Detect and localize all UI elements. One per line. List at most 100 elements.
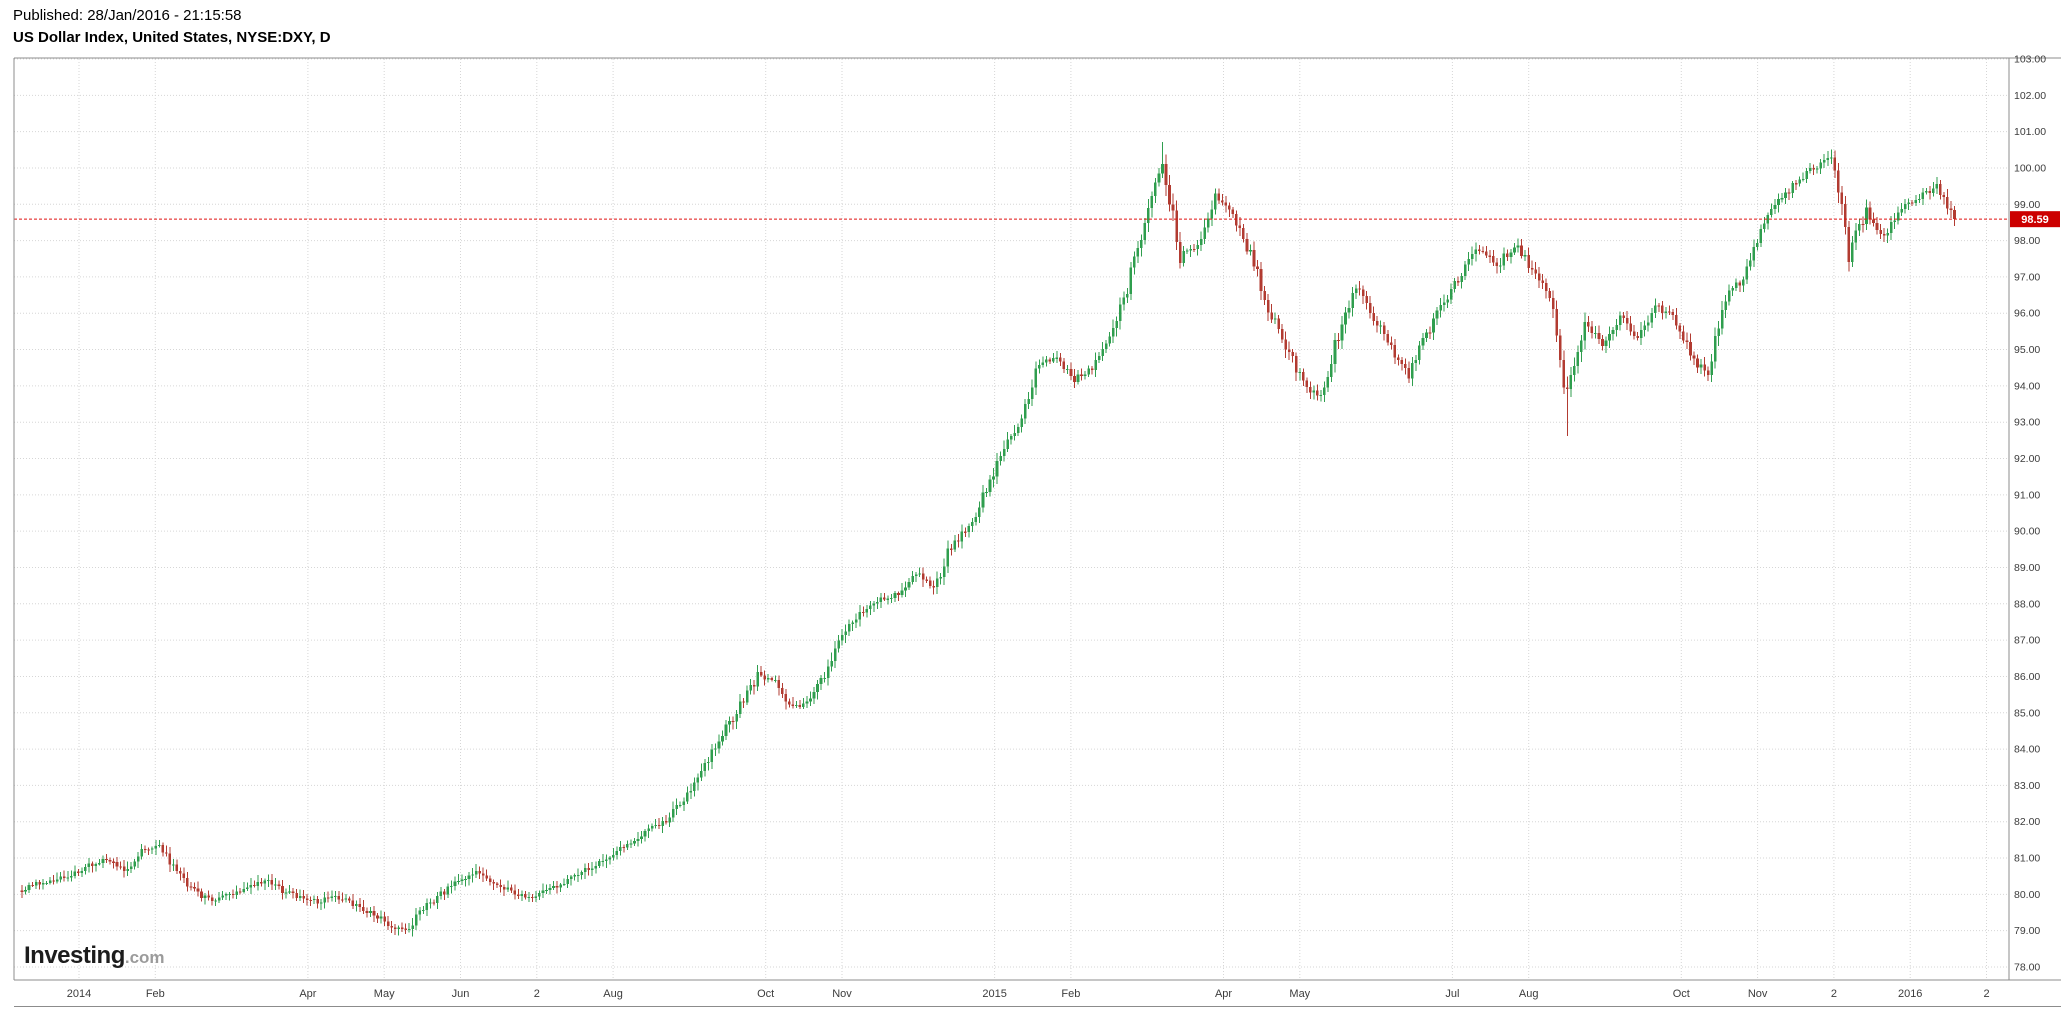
candle-body bbox=[404, 928, 407, 930]
candle-body bbox=[707, 761, 710, 763]
candle-body bbox=[1213, 193, 1217, 210]
candle-body bbox=[1185, 250, 1189, 252]
candle-body bbox=[492, 881, 495, 884]
candle-body bbox=[809, 698, 812, 702]
candle-body bbox=[1664, 311, 1668, 314]
candle-body bbox=[826, 666, 830, 679]
candle-body bbox=[587, 867, 591, 871]
price-tick-label: 101.00 bbox=[2014, 126, 2046, 138]
candle-body bbox=[256, 881, 260, 886]
candle-body bbox=[1333, 340, 1337, 364]
candle-body bbox=[238, 891, 242, 893]
candle-body bbox=[147, 849, 151, 851]
candle-body bbox=[1118, 304, 1122, 321]
price-tick-label: 84.00 bbox=[2014, 744, 2040, 756]
price-axis[interactable]: 103.00 102.00 101.00 100.00 99.00 98.00 97.00 9… bbox=[2014, 54, 2046, 974]
candle-body bbox=[1224, 202, 1228, 206]
candle-body bbox=[1361, 289, 1365, 297]
candle-body bbox=[1488, 255, 1492, 257]
candle-body bbox=[1601, 338, 1604, 346]
candle-body bbox=[1460, 275, 1463, 282]
candle-body bbox=[355, 904, 358, 907]
price-tick-label: 86.00 bbox=[2014, 671, 2040, 683]
candle-body bbox=[1059, 357, 1062, 362]
candle-body bbox=[756, 671, 759, 687]
candle-body bbox=[590, 868, 594, 871]
candle-body bbox=[1192, 249, 1196, 251]
candle-body bbox=[795, 704, 798, 706]
candle-body bbox=[467, 875, 471, 880]
candle-body bbox=[921, 573, 925, 580]
candle-body bbox=[559, 884, 562, 888]
candle-body bbox=[925, 579, 928, 581]
candle-body bbox=[1319, 394, 1323, 396]
candle-body bbox=[1551, 298, 1555, 310]
date-tick-label: Oct bbox=[757, 988, 774, 1000]
candle-body bbox=[1129, 267, 1133, 294]
candle-body bbox=[1411, 362, 1414, 379]
published-timestamp: Published: 28/Jan/2016 - 21:15:58 bbox=[13, 7, 242, 24]
candle-body bbox=[1196, 244, 1199, 250]
price-tick-label: 78.00 bbox=[2014, 962, 2040, 974]
candle-body bbox=[1703, 364, 1706, 371]
candle-body bbox=[1150, 196, 1154, 209]
candle-body bbox=[62, 876, 66, 878]
candle-body bbox=[876, 602, 879, 604]
candle-body bbox=[1858, 224, 1861, 231]
candle-body bbox=[274, 884, 277, 886]
candle-body bbox=[52, 880, 55, 882]
candle-body bbox=[1485, 251, 1488, 256]
candle-body bbox=[1544, 283, 1548, 291]
candle-body bbox=[1953, 209, 1956, 220]
candle-body bbox=[1101, 348, 1104, 356]
candle-body bbox=[1837, 170, 1840, 193]
candle-body bbox=[1766, 215, 1770, 224]
candle-body bbox=[1625, 318, 1629, 324]
candle-body bbox=[851, 622, 855, 625]
candle-body bbox=[464, 879, 467, 881]
candle-body bbox=[48, 880, 52, 883]
candle-body bbox=[524, 893, 527, 898]
candle-body bbox=[425, 903, 429, 911]
candle-body bbox=[710, 749, 714, 762]
candle-body bbox=[985, 492, 988, 494]
candle-body bbox=[1083, 374, 1087, 376]
candle-body bbox=[1178, 241, 1182, 263]
date-tick-label: 2 bbox=[1831, 988, 1837, 1000]
candle-body bbox=[1463, 264, 1467, 276]
candle-body bbox=[1910, 202, 1914, 204]
candle-body bbox=[414, 914, 418, 926]
candle-body bbox=[872, 603, 876, 606]
candle-body bbox=[69, 875, 73, 878]
price-tick-label: 81.00 bbox=[2014, 853, 2040, 865]
candle-body bbox=[816, 684, 819, 693]
candle-body bbox=[189, 886, 193, 888]
candle-body bbox=[418, 910, 422, 915]
candle-body bbox=[1259, 269, 1263, 291]
candle-body bbox=[1161, 163, 1164, 174]
candle-body bbox=[900, 590, 904, 595]
candle-body bbox=[1530, 268, 1534, 270]
candle-body bbox=[165, 852, 168, 854]
candle-body bbox=[664, 820, 668, 823]
candle-body bbox=[1499, 265, 1502, 267]
candle-body bbox=[1608, 333, 1611, 341]
candle-body bbox=[1854, 230, 1858, 243]
candle-body bbox=[1294, 356, 1298, 373]
candle-body bbox=[393, 927, 397, 930]
candle-body bbox=[488, 878, 492, 882]
candle-body bbox=[341, 899, 344, 901]
candle-body bbox=[1661, 305, 1664, 314]
candle-body bbox=[312, 899, 316, 901]
candle-body bbox=[1689, 341, 1692, 356]
candle-body bbox=[1048, 359, 1052, 362]
price-tick-label: 90.00 bbox=[2014, 526, 2040, 538]
investing-logo: Investing.com bbox=[24, 942, 165, 970]
candle-body bbox=[777, 679, 781, 689]
time-axis[interactable]: 2014 Feb Apr May Jun 2 Aug Oct Nov 2015 Feb Apr May J… bbox=[67, 988, 1990, 1000]
candle-body bbox=[1066, 368, 1069, 370]
candle-body bbox=[372, 910, 376, 916]
candle-body bbox=[330, 896, 334, 898]
candle-body bbox=[291, 891, 295, 893]
